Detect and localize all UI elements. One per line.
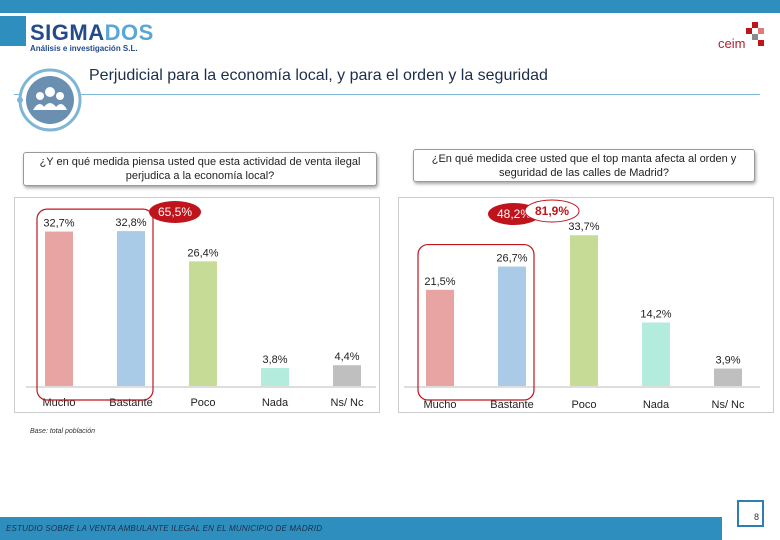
ceim-logo: ceim bbox=[716, 22, 776, 68]
logo-main: SIGMA bbox=[30, 20, 105, 45]
bar-bastante bbox=[117, 231, 145, 386]
tick-label: Bastante bbox=[109, 397, 152, 409]
tick-label: Ns/ Nc bbox=[712, 399, 746, 411]
data-label: 21,5% bbox=[424, 276, 455, 288]
question-security: ¿En qué medida cree usted que el top man… bbox=[413, 149, 755, 182]
top-bar bbox=[0, 0, 780, 13]
data-label: 33,7% bbox=[568, 221, 599, 233]
question-economy: ¿Y en qué medida piensa usted que esta a… bbox=[23, 152, 377, 186]
bar-nada bbox=[642, 322, 670, 386]
base-note: Base: total población bbox=[30, 428, 95, 435]
footer-bar bbox=[0, 517, 722, 540]
tick-label: Bastante bbox=[490, 399, 533, 411]
bar-mucho bbox=[426, 289, 454, 386]
data-label: 14,2% bbox=[640, 308, 671, 320]
group-label: 65,5% bbox=[158, 205, 192, 219]
people-group-icon bbox=[17, 68, 82, 132]
chart-frame-economy bbox=[14, 197, 380, 413]
data-label: 3,8% bbox=[262, 354, 287, 366]
data-label: 32,7% bbox=[43, 218, 74, 230]
data-label: 26,4% bbox=[187, 247, 218, 259]
chart-frame-security bbox=[398, 197, 774, 413]
secondary-group-bubble bbox=[524, 199, 580, 223]
title-rule bbox=[14, 94, 760, 95]
data-label: 26,7% bbox=[496, 253, 527, 265]
ceim-mark-icon bbox=[746, 22, 764, 46]
group-bracket bbox=[36, 208, 154, 401]
tick-label: Poco bbox=[571, 399, 596, 411]
bar-nsnc bbox=[714, 368, 742, 386]
page-number: 8 bbox=[737, 500, 764, 527]
bar-poco bbox=[189, 261, 217, 386]
data-label: 4,4% bbox=[334, 351, 359, 363]
data-label: 32,8% bbox=[115, 217, 146, 229]
tick-label: Nada bbox=[643, 399, 670, 411]
bar-bastante bbox=[498, 266, 526, 386]
logo-accent-bar bbox=[0, 16, 26, 46]
tick-label: Poco bbox=[190, 397, 215, 409]
group-label-bubble bbox=[149, 201, 201, 223]
page-title: Perjudicial para la economía local, y pa… bbox=[89, 67, 548, 84]
group-bracket bbox=[417, 243, 535, 401]
tick-label: Mucho bbox=[423, 399, 456, 411]
ceim-text: ceim bbox=[718, 36, 746, 51]
bar-nsnc bbox=[333, 365, 361, 386]
data-label: 3,9% bbox=[715, 355, 740, 367]
study-title: ESTUDIO SOBRE LA VENTA AMBULANTE ILEGAL … bbox=[6, 524, 323, 533]
logo-accent: DOS bbox=[104, 20, 154, 45]
tick-label: Nada bbox=[262, 397, 289, 409]
sigmados-logo: SIGMADOS Análisis e investigación S.L. bbox=[30, 20, 154, 53]
bar-mucho bbox=[45, 231, 73, 386]
logo-subtitle: Análisis e investigación S.L. bbox=[30, 44, 138, 53]
tick-label: Mucho bbox=[42, 397, 75, 409]
secondary-group-label: 81,9% bbox=[535, 204, 569, 218]
bar-poco bbox=[570, 235, 598, 386]
bar-nada bbox=[261, 368, 289, 386]
tick-label: Ns/ Nc bbox=[331, 397, 365, 409]
group-label: 48,2% bbox=[497, 207, 531, 221]
